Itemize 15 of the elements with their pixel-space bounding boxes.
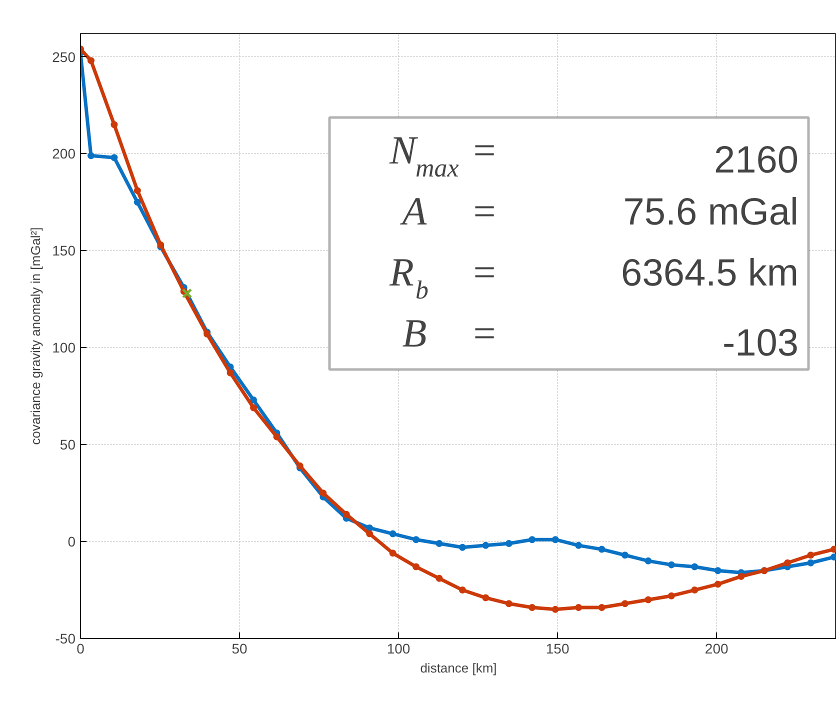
x-axis-title: distance [km]: [420, 660, 497, 676]
y-tick-label: 150: [52, 242, 76, 259]
y-tick-label: 250: [52, 48, 76, 65]
x-tick-label: 100: [386, 640, 410, 656]
x-tick-label: 200: [704, 640, 728, 656]
y-tick-label: 200: [52, 146, 76, 162]
y-tick-label: 0: [68, 534, 76, 550]
text: A = 75.6 mGal: [402, 188, 799, 234]
y-tick-label: 100: [52, 340, 76, 356]
x-tick-label: 50: [232, 640, 248, 656]
x-tick-label: 150: [546, 640, 570, 656]
y-tick-label: 50: [60, 436, 76, 453]
y-axis-title: covariance gravity anomaly in [mGal²]: [28, 227, 44, 445]
text: B = -103: [402, 310, 799, 364]
y-tick-label: -50: [55, 630, 76, 646]
